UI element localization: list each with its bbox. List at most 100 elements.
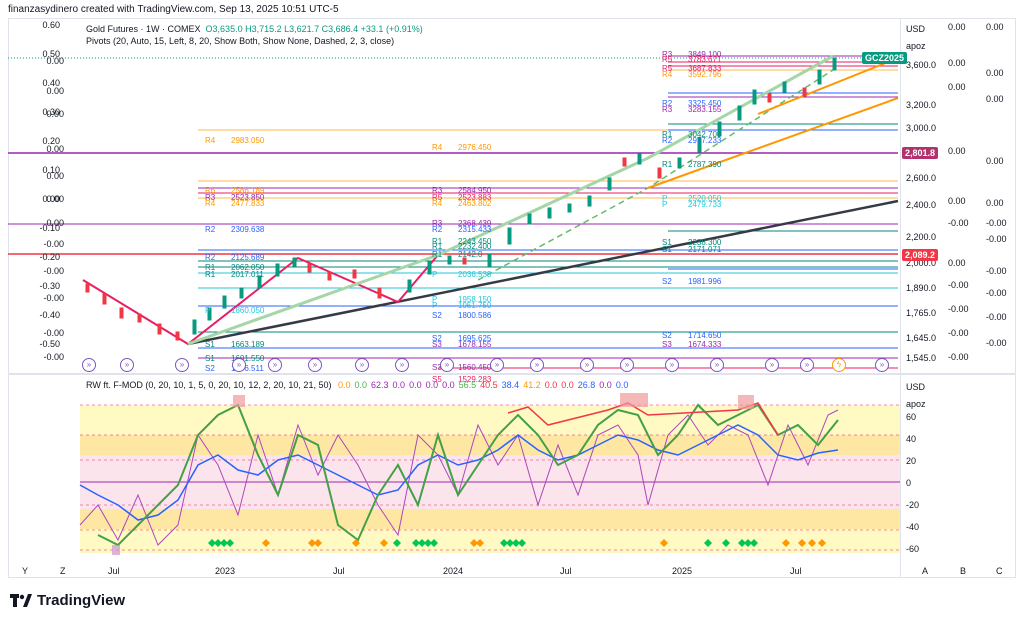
event-marker-icon[interactable]: » [620, 358, 634, 372]
event-marker-icon[interactable]: » [355, 358, 369, 372]
pivot-value: 1981.996 [688, 277, 722, 286]
pivot-label: S2 1714.650 [662, 331, 721, 340]
pivot-label: R2 2315.433 [432, 225, 491, 234]
oscillator-tick: -20 [906, 500, 920, 510]
event-marker-icon[interactable]: » [268, 358, 282, 372]
pivot-tag: P [432, 295, 438, 304]
event-marker-icon[interactable]: » [440, 358, 454, 372]
axis-control-y[interactable]: Y [22, 566, 29, 576]
pivot-label: S3 1560.450 [432, 363, 491, 372]
contract-tag[interactable]: GCZ2025 [862, 52, 908, 64]
pivot-tag: S1 [205, 354, 215, 363]
axis-control-c[interactable]: C [996, 566, 1003, 576]
pivot-tag: R3 [205, 193, 216, 202]
pivots-legend[interactable]: Pivots (20, Auto, 15, Left, 8, 20, Show … [86, 36, 394, 46]
level-price-tag[interactable]: 2,089.2 [902, 249, 939, 261]
pivot-value: 1560.450 [458, 363, 492, 372]
event-marker-icon[interactable]: » [308, 358, 322, 372]
pivot-tag: R3 [432, 186, 443, 195]
oscillator-value: 0.0 [442, 380, 455, 390]
pivot-label: S2 1981.996 [662, 277, 721, 286]
event-marker-icon[interactable]: » [490, 358, 504, 372]
event-marker-icon[interactable]: » [120, 358, 134, 372]
pivot-label: R2 2309.638 [205, 225, 264, 234]
last-price-tag[interactable]: 2,801.8 [902, 147, 939, 159]
event-markers: » » » » » » » » » » » » » » » » » ϟ » [0, 358, 900, 374]
pane-divider[interactable] [8, 373, 1016, 375]
event-marker-icon[interactable]: » [580, 358, 594, 372]
pivot-tag: P [205, 306, 211, 315]
left-scale-tick: 0.60 [42, 20, 60, 30]
right-scale-tick: -0.00 [986, 266, 1007, 276]
pivot-tag: R2 [662, 99, 673, 108]
event-marker-icon[interactable]: » [665, 358, 679, 372]
pivot-value: 2479.733 [688, 200, 722, 209]
pivot-label: R3 2523.850 [205, 193, 264, 202]
pivot-value: 2523.850 [231, 193, 265, 202]
right-scale-tick: -0.00 [948, 280, 969, 290]
pivot-tag: R3 [662, 50, 673, 59]
currency-label: USD [906, 24, 926, 34]
pivot-label: R6 2586.189 [205, 186, 264, 195]
oscillator-name: RW ft. F-MOD (0, 20, 10, 1, 5, 0, 20, 10… [86, 380, 332, 390]
price-pane-drawing[interactable] [8, 18, 1016, 373]
oscillator-value: 0.0 [392, 380, 406, 390]
event-marker-icon[interactable]: » [800, 358, 814, 372]
pivot-label: R3 3283.155 [662, 105, 721, 114]
event-marker-icon[interactable]: » [395, 358, 409, 372]
symbol-legend[interactable]: Gold Futures · 1W · COMEX O3,635.0 H3,71… [86, 24, 423, 34]
axis-control-a[interactable]: A [922, 566, 929, 576]
oscillator-value: 0.0 [615, 380, 629, 390]
pivot-value: 3283.155 [688, 105, 722, 114]
pivot-label: P 2036.533 [432, 270, 491, 279]
pivot-label: S1 1601.550 [205, 354, 264, 363]
pivot-value: 2368.439 [458, 219, 492, 228]
pivot-tag: S2 [662, 277, 672, 286]
left-scale-tick: -0.30 [39, 281, 60, 291]
oscillator-tick: 60 [906, 412, 917, 422]
pivot-tag: P [662, 200, 668, 209]
pivot-label: R1 3042.700 [662, 130, 721, 139]
oscillator-value: 0.0 [544, 380, 558, 390]
pivot-label: R5 3783.671 [662, 55, 721, 64]
pivot-tag: S3 [662, 340, 672, 349]
event-marker-icon[interactable]: » [765, 358, 779, 372]
event-marker-icon[interactable]: » [710, 358, 724, 372]
event-marker-icon[interactable]: » [530, 358, 544, 372]
pivot-value: 2309.638 [231, 225, 265, 234]
green-channel-upper [187, 54, 834, 346]
pivot-tag: S2 [432, 311, 442, 320]
pivot-label: S1 1663.189 [205, 340, 264, 349]
oscillator-tick: -40 [906, 522, 920, 532]
pivot-tag: S3 [432, 340, 442, 349]
right-scale-tick: 0.00 [948, 58, 966, 68]
axis-control-z[interactable]: Z [60, 566, 66, 576]
oscillator-tick: 40 [906, 434, 917, 444]
axis-control-b[interactable]: B [960, 566, 967, 576]
dividend-marker-icon[interactable]: ϟ [832, 358, 846, 372]
oscillator-tick: -60 [906, 544, 920, 554]
oscillator-pane-drawing[interactable] [8, 375, 900, 565]
left-scale-tick: -0.00 [43, 328, 64, 338]
event-marker-icon[interactable]: » [175, 358, 189, 372]
oscillator-axis-currency[interactable]: USD apoz [906, 382, 926, 410]
event-marker-icon[interactable]: » [875, 358, 889, 372]
pivot-value: 1529.283 [458, 375, 492, 384]
oscillator-value: 38.4 [501, 380, 520, 390]
pivot-value: 1695.625 [458, 334, 492, 343]
long-trendline [187, 199, 899, 346]
event-marker-icon[interactable]: » [232, 358, 246, 372]
pivot-tag: R5 [432, 193, 443, 202]
pivot-label: R1 2232.400 [432, 242, 491, 251]
price-axis-currency[interactable]: USD apoz [906, 24, 926, 52]
event-marker-icon[interactable]: » [82, 358, 96, 372]
pivot-label: R4 2477.833 [205, 199, 264, 208]
oscillator-values: 0.0 0.0 62.3 0.0 0.0 0.0 0.0 56.5 40.5 38.4 41.2 0.… [334, 380, 628, 390]
pivot-label: S2 1695.625 [432, 334, 491, 343]
time-axis-label: Jul [560, 566, 572, 576]
time-axis[interactable]: Y Z Jul 2023 Jul 2024 Jul 2025 Jul A B C [0, 566, 1024, 578]
pivot-value: 1663.189 [231, 340, 265, 349]
oscillator-legend[interactable]: RW ft. F-MOD (0, 20, 10, 1, 5, 0, 20, 10… [86, 380, 628, 390]
green-channel-lower [477, 69, 834, 281]
pivot-label: S2 1556.511 [205, 364, 264, 373]
